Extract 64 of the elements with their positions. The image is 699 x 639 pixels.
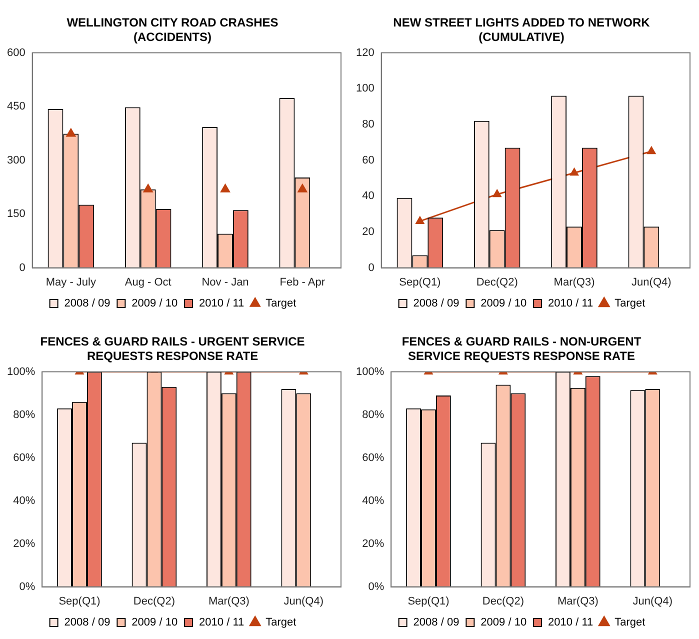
y-tick-label: 0% [19,580,36,593]
y-tick-label: 20% [362,538,384,550]
legend-label: Target [266,298,296,310]
y-tick-label: 80 [362,118,374,130]
y-tick-label: 0 [368,262,374,274]
y-tick-label: 150 [6,208,26,220]
y-tick-label: 0 [19,262,26,274]
y-tick-label: 20 [362,226,374,238]
x-tick-label: Aug - Oct [124,276,172,288]
x-tick-label: Dec(Q2) [476,276,518,288]
legend-label: 2010 / 11 [548,616,594,629]
chart-title: NEW STREET LIGHTS ADDED TO NETWORK (CUMULATIVE) [393,16,650,44]
y-tick-label: 450 [6,100,26,113]
legend-label: 2009 / 10 [480,298,527,310]
chart-title: WELLINGTON CITY ROAD CRASHES (ACCIDENTS) [66,16,278,44]
x-tick-label: Mar(Q3) [557,595,598,608]
chart-title: FENCES & GUARD RAILS - URGENT SERVICE REQUESTS RESPONSE RATE [40,334,305,363]
x-tick-label: Mar(Q3) [554,276,595,288]
y-tick-label: 60% [362,452,384,464]
x-tick-label: Jun(Q4) [284,595,324,608]
y-tick-label: 100 [356,82,374,95]
legend-label: Target [614,616,646,629]
point [416,216,424,224]
point [647,146,656,154]
legend-label: Target [266,616,296,629]
y-tick-label: 20% [13,538,36,550]
x-tick-label: Jun(Q4) [632,276,672,288]
legend-label: 2008 / 09 [64,616,110,629]
y-tick-label: 40% [362,494,384,507]
legend-label: 2008 / 09 [64,298,110,310]
chart-title: FENCES & GUARD RAILS - NON-URGENT SERVICE REQUESTS RESPONSE RATE [402,334,642,363]
x-tick-label: Dec(Q2) [482,595,524,608]
x-tick-label: May - July [46,276,96,288]
x-tick-label: Feb - Apr [280,276,326,288]
y-tick-label: 600 [6,46,26,59]
legend-label: 2010 / 11 [199,616,244,629]
x-tick-label: Jun(Q4) [632,595,673,608]
point [570,168,578,176]
legend-label: 2008 / 09 [413,616,460,629]
x-tick-label: Sep(Q1) [58,595,100,608]
legend-label: 2009 / 10 [132,298,178,310]
point [492,190,502,198]
x-tick-label: Dec(Q2) [133,595,175,608]
legend-label: 2010 / 11 [548,298,594,310]
legend-label: Target [614,298,646,310]
x-tick-label: Mar(Q3) [208,595,250,608]
y-tick-label: 80% [362,408,384,421]
y-tick-label: 100% [356,366,384,378]
y-tick-label: 80% [13,408,36,421]
y-tick-label: 40 [362,190,374,202]
x-tick-label: Sep(Q1) [408,595,450,608]
y-tick-label: 60% [13,452,36,464]
y-tick-label: 0% [368,580,384,593]
legend-label: 2008 / 09 [413,298,460,310]
legend-label: 2009 / 10 [132,616,178,629]
y-tick-label: 100% [6,366,36,378]
y-tick-label: 40% [13,494,36,507]
y-tick-label: 60 [362,154,374,166]
y-tick-label: 300 [6,154,26,166]
y-tick-label: 120 [356,46,374,59]
legend-label: 2010 / 11 [199,298,244,310]
x-tick-label: Nov - Jan [202,276,249,288]
legend-label: 2009 / 10 [480,616,527,629]
x-tick-label: Sep(Q1) [399,276,441,288]
